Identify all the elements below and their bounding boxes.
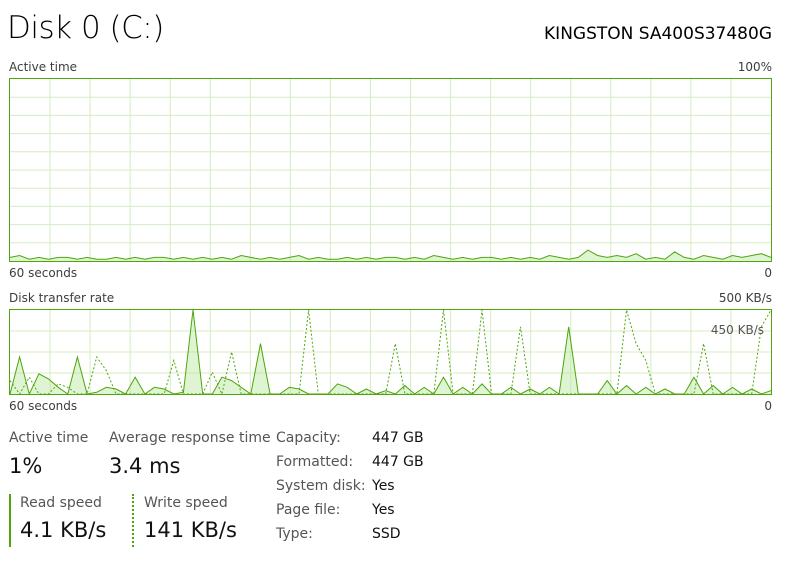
read-speed-value: 4.1 KB/s [20, 518, 107, 542]
active-time-graph-plot [10, 79, 771, 261]
transfer-rate-graph-min: 0 [764, 399, 772, 413]
transfer-rate-scale-label: 450 KB/s [710, 323, 764, 337]
property-type-value: SSD [372, 526, 401, 542]
property-formatted-key: Formatted: [276, 454, 354, 470]
read-speed-indicator [9, 494, 11, 547]
active-time-series-line [10, 249, 771, 260]
property-system-disk-key: System disk: [276, 478, 366, 494]
write-speed-indicator [132, 494, 134, 547]
transfer-rate-graph-duration: 60 seconds [9, 399, 78, 413]
property-system-disk-value: Yes [372, 478, 395, 494]
property-page-file-key: Page file: [276, 502, 341, 518]
transfer-rate-graph-label: Disk transfer rate [9, 291, 115, 305]
active-time-graph-duration: 60 seconds [9, 266, 78, 280]
active-time-stat-value: 1% [9, 454, 43, 478]
avg-response-stat-label: Average response time [109, 430, 271, 446]
active-time-graph-min: 0 [764, 266, 772, 280]
transfer-rate-graph-plot [10, 310, 771, 394]
active-time-graph [9, 78, 772, 262]
property-formatted-value: 447 GB [372, 454, 424, 470]
active-time-graph-max: 100% [737, 60, 772, 74]
disk-title: Disk 0 (C:) [7, 10, 164, 46]
write-speed-label: Write speed [144, 495, 228, 511]
write-speed-series-line [10, 310, 771, 394]
transfer-rate-graph-max: 500 KB/s [718, 291, 772, 305]
disk-model: KINGSTON SA400S37480G [544, 24, 772, 44]
active-time-stat-label: Active time [9, 430, 89, 446]
transfer-rate-graph [9, 309, 772, 395]
property-capacity-value: 447 GB [372, 430, 424, 446]
read-speed-series-line [10, 310, 771, 394]
read-speed-label: Read speed [20, 495, 102, 511]
property-type-key: Type: [276, 526, 313, 542]
property-capacity-key: Capacity: [276, 430, 341, 446]
avg-response-stat-value: 3.4 ms [109, 454, 181, 478]
active-time-graph-label: Active time [9, 60, 78, 74]
write-speed-value: 141 KB/s [144, 518, 237, 542]
property-page-file-value: Yes [372, 502, 395, 518]
